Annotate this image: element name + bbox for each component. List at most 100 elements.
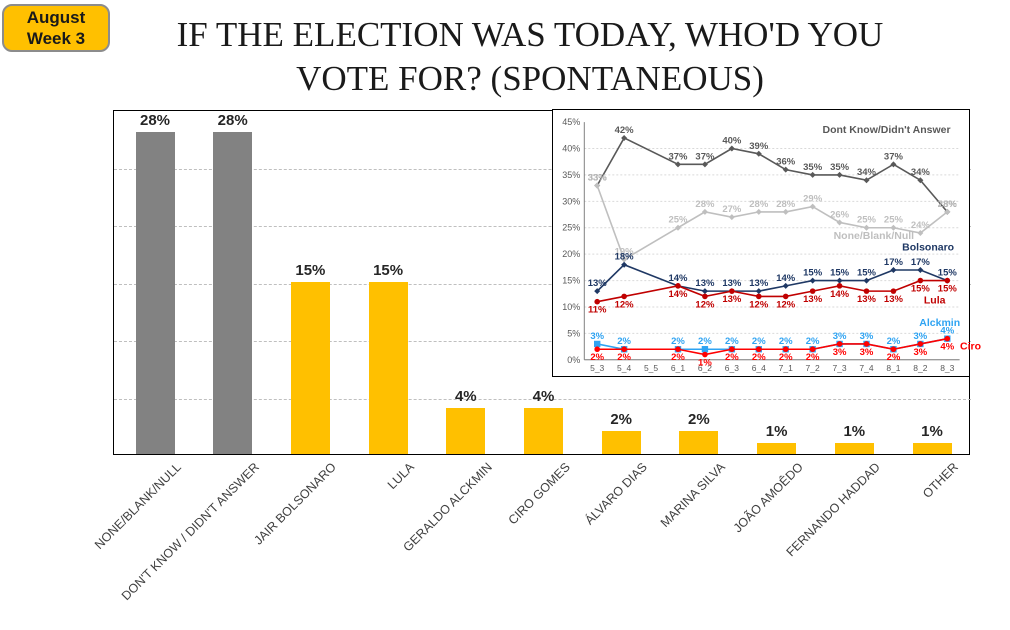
- svg-text:13%: 13%: [857, 294, 877, 305]
- svg-text:13%: 13%: [884, 294, 904, 305]
- svg-text:Ciro: Ciro: [960, 341, 981, 353]
- svg-text:10%: 10%: [562, 302, 580, 312]
- svg-text:15%: 15%: [562, 276, 580, 286]
- svg-text:15%: 15%: [857, 268, 877, 279]
- svg-text:7_4: 7_4: [859, 363, 873, 373]
- svg-text:4%: 4%: [940, 342, 954, 353]
- svg-text:8_1: 8_1: [886, 363, 900, 373]
- svg-text:2%: 2%: [779, 336, 793, 347]
- svg-text:28%: 28%: [749, 199, 769, 210]
- svg-text:3%: 3%: [914, 347, 928, 358]
- svg-text:28%: 28%: [695, 199, 715, 210]
- svg-text:40%: 40%: [722, 136, 742, 147]
- svg-text:13%: 13%: [722, 278, 742, 289]
- svg-text:3%: 3%: [914, 331, 928, 342]
- svg-text:2%: 2%: [752, 352, 766, 363]
- svg-text:Dont Know/Didn't Answer: Dont Know/Didn't Answer: [822, 124, 950, 136]
- svg-text:2%: 2%: [617, 352, 631, 363]
- svg-text:37%: 37%: [668, 151, 688, 162]
- svg-text:3%: 3%: [590, 331, 604, 342]
- svg-text:12%: 12%: [615, 299, 635, 310]
- svg-text:1%: 1%: [698, 358, 712, 369]
- svg-text:27%: 27%: [722, 204, 742, 215]
- svg-text:8_2: 8_2: [913, 363, 927, 373]
- svg-text:2%: 2%: [698, 336, 712, 347]
- svg-text:6_1: 6_1: [671, 363, 685, 373]
- svg-text:7_3: 7_3: [832, 363, 846, 373]
- svg-text:34%: 34%: [911, 167, 931, 178]
- svg-text:25%: 25%: [884, 215, 904, 226]
- svg-text:6_3: 6_3: [725, 363, 739, 373]
- svg-text:6_4: 6_4: [752, 363, 766, 373]
- svg-text:35%: 35%: [803, 162, 823, 173]
- svg-text:12%: 12%: [695, 299, 715, 310]
- svg-text:8_3: 8_3: [940, 363, 954, 373]
- svg-text:3%: 3%: [860, 331, 874, 342]
- svg-text:18%: 18%: [615, 252, 635, 263]
- svg-text:13%: 13%: [749, 278, 769, 289]
- svg-text:14%: 14%: [830, 289, 850, 300]
- svg-text:2%: 2%: [725, 352, 739, 363]
- svg-text:2%: 2%: [725, 336, 739, 347]
- svg-text:0%: 0%: [567, 355, 580, 365]
- svg-text:5%: 5%: [567, 328, 580, 338]
- svg-text:14%: 14%: [668, 273, 688, 284]
- svg-text:15%: 15%: [803, 268, 823, 279]
- svg-text:35%: 35%: [830, 162, 850, 173]
- svg-text:15%: 15%: [938, 284, 958, 295]
- svg-text:29%: 29%: [803, 194, 823, 205]
- svg-text:2%: 2%: [671, 352, 685, 363]
- svg-text:5_5: 5_5: [644, 363, 658, 373]
- svg-text:2%: 2%: [617, 336, 631, 347]
- svg-text:3%: 3%: [833, 331, 847, 342]
- svg-text:34%: 34%: [857, 167, 877, 178]
- svg-text:37%: 37%: [884, 151, 904, 162]
- svg-text:None/Blank/Null: None/Blank/Null: [834, 230, 915, 242]
- svg-text:13%: 13%: [695, 278, 715, 289]
- svg-text:13%: 13%: [803, 294, 823, 305]
- svg-text:35%: 35%: [562, 170, 580, 180]
- svg-text:Bolsonaro: Bolsonaro: [902, 241, 954, 253]
- svg-text:2%: 2%: [806, 336, 820, 347]
- svg-text:2%: 2%: [752, 336, 766, 347]
- svg-text:15%: 15%: [830, 268, 850, 279]
- svg-text:40%: 40%: [562, 144, 580, 154]
- svg-text:14%: 14%: [668, 289, 688, 300]
- svg-text:7_2: 7_2: [806, 363, 820, 373]
- svg-text:2%: 2%: [779, 352, 793, 363]
- svg-text:15%: 15%: [911, 284, 931, 295]
- svg-text:13%: 13%: [722, 294, 742, 305]
- svg-text:3%: 3%: [833, 347, 847, 358]
- svg-text:2%: 2%: [887, 336, 901, 347]
- svg-text:3%: 3%: [860, 347, 874, 358]
- svg-text:37%: 37%: [695, 151, 715, 162]
- svg-text:15%: 15%: [938, 268, 958, 279]
- svg-text:26%: 26%: [830, 209, 850, 220]
- svg-text:5_3: 5_3: [590, 363, 604, 373]
- svg-text:14%: 14%: [776, 273, 796, 284]
- svg-text:12%: 12%: [776, 299, 796, 310]
- svg-text:20%: 20%: [562, 249, 580, 259]
- svg-text:36%: 36%: [776, 157, 796, 168]
- svg-text:33%: 33%: [588, 172, 608, 183]
- svg-text:28%: 28%: [776, 199, 796, 210]
- svg-text:13%: 13%: [588, 278, 608, 289]
- svg-text:17%: 17%: [911, 257, 931, 268]
- svg-text:2%: 2%: [806, 352, 820, 363]
- svg-text:30%: 30%: [562, 196, 580, 206]
- svg-text:11%: 11%: [588, 305, 607, 316]
- svg-text:2%: 2%: [590, 352, 604, 363]
- svg-text:2%: 2%: [887, 352, 901, 363]
- svg-text:28%: 28%: [938, 199, 958, 210]
- svg-text:25%: 25%: [668, 215, 688, 226]
- svg-text:45%: 45%: [562, 117, 580, 127]
- svg-text:7_1: 7_1: [779, 363, 793, 373]
- svg-text:25%: 25%: [562, 223, 580, 233]
- svg-text:12%: 12%: [749, 299, 769, 310]
- svg-text:5_4: 5_4: [617, 363, 631, 373]
- svg-text:25%: 25%: [857, 215, 877, 226]
- svg-text:2%: 2%: [671, 336, 685, 347]
- svg-text:42%: 42%: [615, 125, 635, 136]
- svg-text:Lula: Lula: [924, 294, 946, 306]
- svg-text:39%: 39%: [749, 141, 769, 152]
